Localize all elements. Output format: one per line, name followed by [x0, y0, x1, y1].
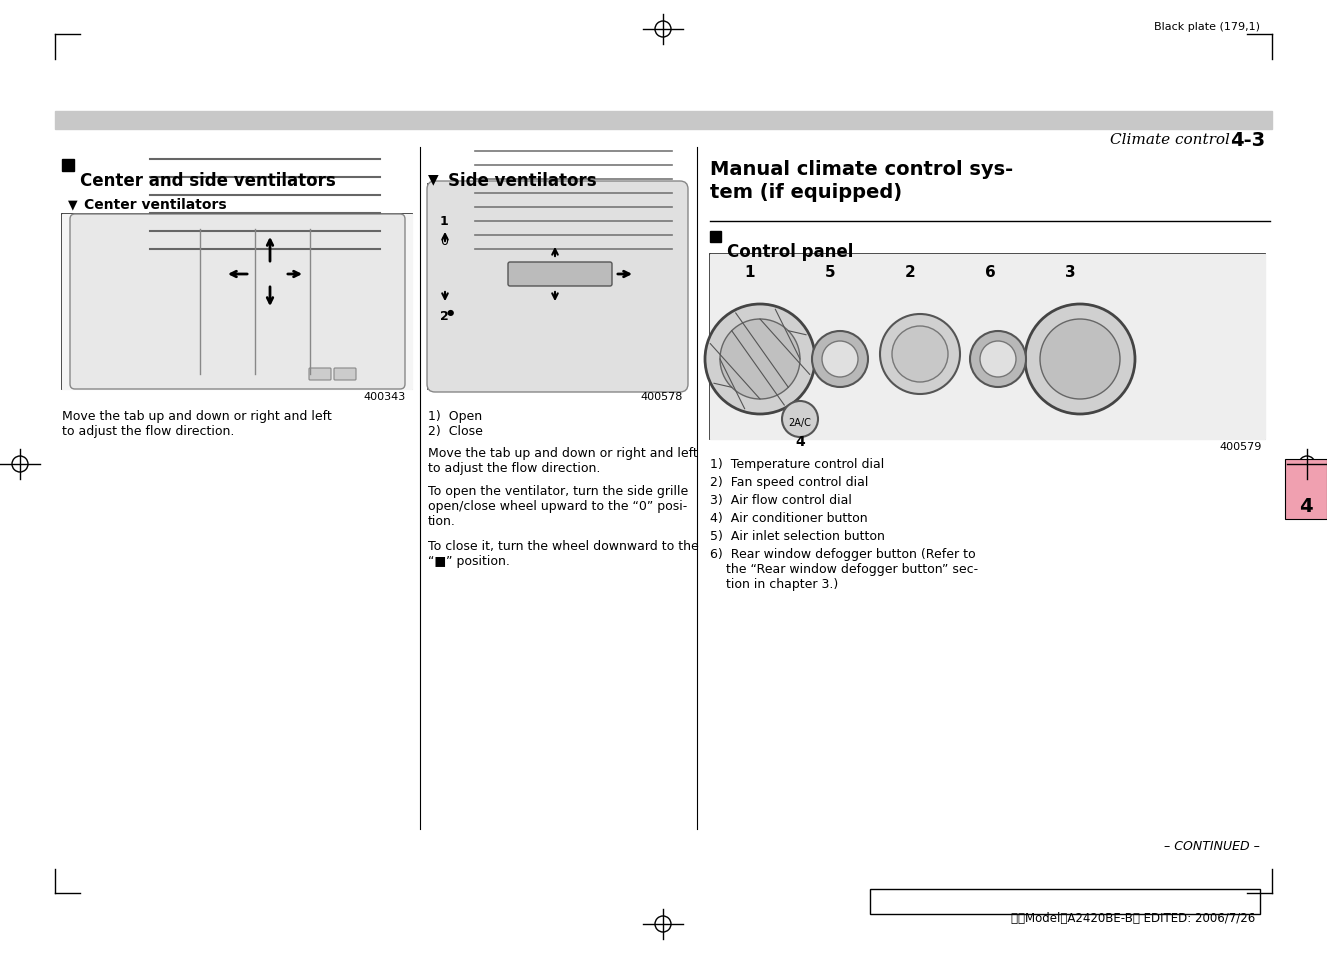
Bar	[429, 185, 686, 390]
Text: Climate control: Climate control	[1111, 132, 1230, 147]
FancyBboxPatch shape	[70, 214, 405, 390]
Text: Control panel: Control panel	[727, 243, 853, 261]
Text: 400579: 400579	[1220, 441, 1262, 452]
Text: 6: 6	[985, 265, 995, 280]
Circle shape	[821, 341, 859, 377]
Text: – CONTINUED –: – CONTINUED –	[1164, 840, 1261, 852]
Text: 5: 5	[824, 265, 835, 280]
Circle shape	[970, 332, 1026, 388]
Text: 5)  Air inlet selection button: 5) Air inlet selection button	[710, 530, 885, 542]
Text: To close it, turn the wheel downward to the
“■” position.: To close it, turn the wheel downward to …	[429, 539, 699, 567]
Text: 1)  Open: 1) Open	[429, 410, 482, 422]
Circle shape	[812, 332, 868, 388]
Text: ▼: ▼	[429, 172, 439, 186]
Circle shape	[1040, 319, 1120, 399]
Text: Move the tab up and down or right and left
to adjust the flow direction.: Move the tab up and down or right and le…	[62, 410, 332, 437]
Text: 2: 2	[905, 265, 916, 280]
Text: 2A/C: 2A/C	[788, 417, 811, 428]
Text: 0: 0	[441, 234, 449, 248]
Text: 2)  Fan speed control dial: 2) Fan speed control dial	[710, 476, 868, 489]
Text: 4: 4	[1299, 497, 1312, 516]
Text: 2)  Close: 2) Close	[429, 424, 483, 437]
Text: 1)  Temperature control dial: 1) Temperature control dial	[710, 457, 884, 471]
FancyBboxPatch shape	[334, 369, 356, 380]
Text: 4-3: 4-3	[1230, 131, 1265, 150]
FancyBboxPatch shape	[1285, 459, 1327, 519]
Text: 2: 2	[441, 310, 449, 323]
Bar	[871, 889, 1261, 914]
Text: 1: 1	[441, 214, 449, 228]
FancyBboxPatch shape	[427, 182, 687, 393]
Circle shape	[981, 341, 1016, 377]
Bar	[62, 160, 74, 172]
Text: Center and side ventilators: Center and side ventilators	[80, 172, 336, 190]
Text: Black plate (179,1): Black plate (179,1)	[1154, 22, 1261, 32]
Text: 4)  Air conditioner button: 4) Air conditioner button	[710, 512, 868, 524]
Text: Center ventilators: Center ventilators	[84, 198, 227, 212]
Bar	[54, 112, 1273, 130]
Text: 400578: 400578	[641, 392, 683, 401]
Bar	[710, 232, 721, 243]
Text: 3)  Air flow control dial: 3) Air flow control dial	[710, 494, 852, 506]
Circle shape	[721, 319, 800, 399]
Text: ▼: ▼	[68, 198, 77, 211]
Bar	[62, 214, 411, 390]
Text: To open the ventilator, turn the side grille
open/close wheel upward to the “0” : To open the ventilator, turn the side gr…	[429, 484, 689, 527]
Circle shape	[705, 305, 815, 415]
Circle shape	[1024, 305, 1135, 415]
Text: Move the tab up and down or right and left
to adjust the flow direction.: Move the tab up and down or right and le…	[429, 447, 698, 475]
Circle shape	[880, 314, 959, 395]
Text: 3: 3	[1064, 265, 1075, 280]
Circle shape	[892, 327, 947, 382]
Text: 4: 4	[795, 435, 805, 449]
Text: 400343: 400343	[364, 392, 406, 401]
Text: 北米Model｢A2420BE-B｣ EDITED: 2006/7/26: 北米Model｢A2420BE-B｣ EDITED: 2006/7/26	[1011, 911, 1255, 924]
Circle shape	[782, 401, 817, 437]
Text: Manual climate control sys-
tem (if equipped): Manual climate control sys- tem (if equi…	[710, 160, 1013, 202]
Text: 6)  Rear window defogger button (Refer to
    the “Rear window defogger button” : 6) Rear window defogger button (Refer to…	[710, 547, 978, 590]
Text: Side ventilators: Side ventilators	[449, 172, 597, 190]
Text: 1: 1	[744, 265, 755, 280]
Text: ●: ●	[447, 308, 454, 316]
Bar	[710, 254, 1265, 439]
FancyBboxPatch shape	[309, 369, 330, 380]
FancyBboxPatch shape	[508, 263, 612, 287]
